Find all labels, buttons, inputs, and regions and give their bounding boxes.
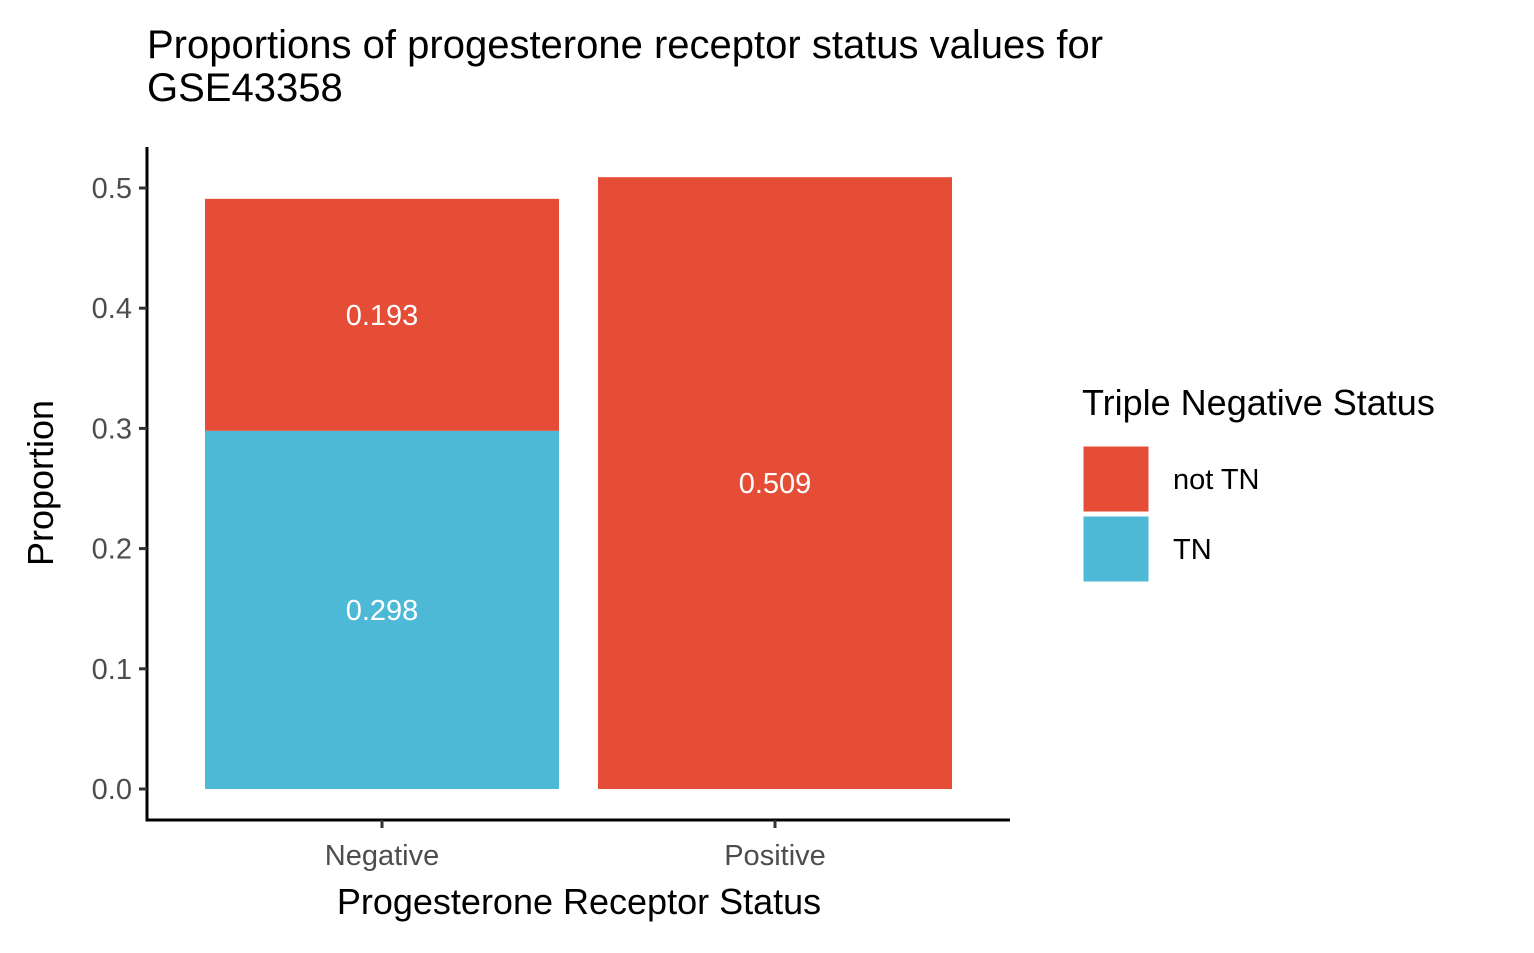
bar-positive-not-tn [598,177,952,789]
data-label-positive-not-tn: 0.509 [739,468,812,500]
legend-swatch-tn [1080,513,1152,585]
legend-label-not-tn: not TN [1173,464,1260,496]
x-axis-title: Progesterone Receptor Status [337,881,821,922]
chart-title-line-1: Proportions of progesterone receptor sta… [147,23,1103,67]
bar-negative-tn [205,430,559,789]
axes: 0.0 0.1 0.2 0.3 0.4 0.5 Negative Positive [92,147,1010,872]
y-tick-label: 0.5 [92,173,132,205]
legend: Triple Negative Status not TN TN [1080,382,1435,585]
x-tick-label-positive: Positive [724,840,826,872]
data-label-negative-tn: 0.298 [346,595,419,627]
y-tick-label: 0.4 [92,293,132,325]
y-tick-label: 0.1 [92,654,132,686]
x-tick-label-negative: Negative [325,840,439,872]
y-tick-label: 0.3 [92,413,132,445]
bar-negative-not-tn [205,198,559,431]
data-label-negative-not-tn: 0.193 [346,300,419,332]
y-axis-title: Proportion [20,400,61,566]
legend-swatch-not-tn [1080,443,1152,515]
chart-title: Proportions of progesterone receptor sta… [147,23,1103,110]
chart-title-line-2: GSE43358 [147,66,343,110]
legend-label-tn: TN [1173,534,1212,566]
y-tick-label: 0.0 [92,774,132,806]
data-labels: 0.298 0.193 0.509 [346,300,812,627]
bars [205,177,952,789]
y-tick-label: 0.2 [92,534,132,566]
legend-title: Triple Negative Status [1082,382,1435,423]
